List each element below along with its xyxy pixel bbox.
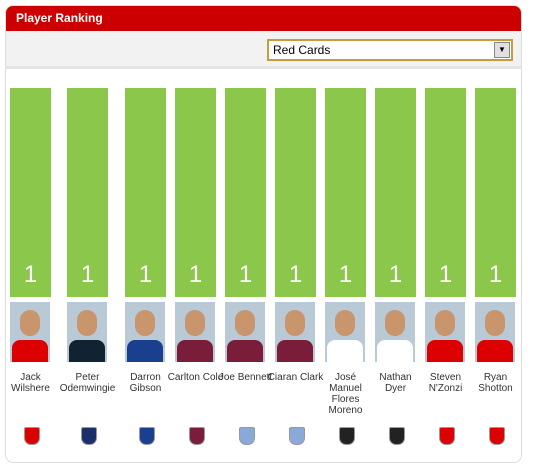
club-crest [188,427,205,445]
player-photo [225,302,265,362]
photo-head [185,310,205,336]
player-name: Nathan Dyer [379,372,412,394]
photo-shirt [427,340,463,362]
photo-shirt [227,340,263,362]
bar: 1 [425,88,466,297]
club-crest [438,427,455,445]
player-name: Darron Gibson [129,372,162,394]
bar: 1 [375,88,416,297]
player-photo [475,302,515,362]
ranking-panel: Player Ranking Red Cards ▼ [5,5,522,463]
club-crest [488,427,505,445]
photo-head [335,310,355,336]
player-name: José Manuel Flores Moreno [328,372,363,416]
select-arrow[interactable]: ▼ [494,42,510,58]
photo-shirt [277,340,313,362]
player-name: Ciaran Clark [267,372,324,383]
select-value: Red Cards [273,43,331,57]
bar: 1 [175,88,216,297]
value-label: 1 [238,261,253,288]
value-label: 1 [80,261,95,288]
photo-shirt [12,340,48,362]
value-label: 1 [23,261,38,288]
player-name: Peter Odemwingie [59,372,116,394]
bar: 1 [67,88,108,297]
club-crest [80,427,97,445]
metric-select[interactable]: Red Cards ▼ [267,39,513,61]
player-photo [10,302,50,362]
club-crest [138,427,155,445]
value-label: 1 [138,261,153,288]
player-photo [125,302,165,362]
photo-head [135,310,155,336]
photo-shirt [377,340,413,362]
photo-shirt [127,340,163,362]
player-name: Ryan Shotton [478,372,513,394]
photo-head [485,310,505,336]
player-photo [425,302,465,362]
photo-head [77,310,97,336]
club-crest [238,427,255,445]
player-photo [175,302,215,362]
toolbar: Red Cards ▼ [6,31,521,69]
club-crest [388,427,405,445]
value-label: 1 [488,261,503,288]
photo-shirt [177,340,213,362]
bar: 1 [225,88,266,297]
bar: 1 [10,88,51,297]
bar: 1 [125,88,166,297]
player-name: Steven N'Zonzi [428,372,463,394]
bar: 1 [475,88,516,297]
club-crest [338,427,355,445]
value-label: 1 [388,261,403,288]
photo-head [285,310,305,336]
player-name: Joe Bennett [218,372,273,383]
photo-head [20,310,40,336]
value-label: 1 [288,261,303,288]
player-photo [375,302,415,362]
photo-shirt [477,340,513,362]
club-crest [23,427,40,445]
value-label: 1 [338,261,353,288]
value-label: 1 [188,261,203,288]
photo-head [235,310,255,336]
photo-head [385,310,405,336]
photo-shirt [327,340,363,362]
photo-shirt [69,340,105,362]
player-photo [325,302,365,362]
player-name: Carlton Cole [167,372,224,383]
club-crest [288,427,305,445]
bar: 1 [275,88,316,297]
player-photo [67,302,107,362]
panel-title: Player Ranking [6,6,521,31]
player-name: Jack Wilshere [11,372,50,394]
photo-head [435,310,455,336]
bar: 1 [325,88,366,297]
value-label: 1 [438,261,453,288]
player-photo [275,302,315,362]
